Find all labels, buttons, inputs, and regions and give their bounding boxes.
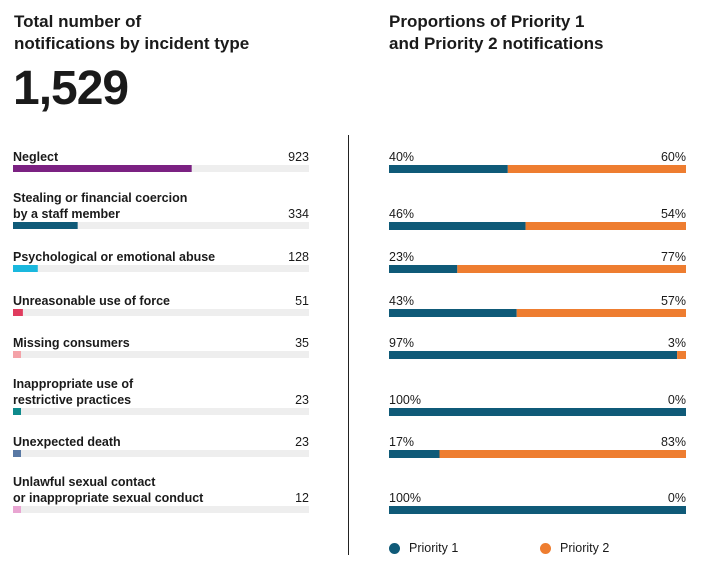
category-label: or inappropriate sexual conduct [13, 491, 204, 505]
priority-1-label: 43% [389, 294, 414, 308]
incident-bar [13, 222, 78, 229]
priority-2-bar [507, 165, 686, 173]
legend-priority-1-swatch [389, 542, 400, 554]
priority-2-bar [439, 450, 686, 458]
right-chart-title: Proportions of Priority 1 and Priority 2… [389, 12, 604, 53]
priority-1-label: 97% [389, 336, 414, 350]
priority-2-bar [516, 309, 686, 317]
priority-1-bar [389, 408, 686, 416]
value-label: 23 [295, 393, 309, 407]
priority-2-label: 3% [668, 336, 686, 350]
value-label: 128 [288, 250, 309, 264]
priority-2-bar [525, 222, 686, 230]
priority-1-label: 100% [389, 393, 421, 407]
category-label: Missing consumers [13, 336, 130, 350]
priority-1-bar [389, 450, 440, 458]
priority-2-label: 77% [661, 250, 686, 264]
priority-1-bar [389, 506, 686, 514]
priority-2-label: 60% [661, 150, 686, 164]
value-label: 51 [295, 294, 309, 308]
bar-track [13, 265, 309, 272]
left-chart-title: Total number of notifications by inciden… [14, 12, 250, 53]
value-label: 12 [295, 491, 309, 505]
legend-priority-2: Priority 2 [540, 541, 609, 555]
incident-bar [13, 351, 21, 358]
category-label: Unexpected death [13, 435, 121, 449]
bar-track [13, 351, 309, 358]
legend-priority-2-swatch [540, 542, 551, 554]
priority-1-label: 23% [389, 250, 414, 264]
bar-track [13, 450, 309, 457]
legend-priority-1: Priority 1 [389, 541, 458, 555]
value-label: 35 [295, 336, 309, 350]
bar-track [13, 506, 309, 513]
priority-2-bar [457, 265, 686, 273]
legend-priority-1-label: Priority 1 [409, 541, 459, 555]
priority-2-bar [677, 351, 686, 359]
priority-1-bar [389, 265, 458, 273]
chart-divider [348, 135, 349, 555]
priority-2-label: 0% [668, 393, 686, 407]
priority-1-label: 40% [389, 150, 414, 164]
category-label: by a staff member [13, 207, 120, 221]
priority-1-bar [389, 222, 526, 230]
priority-1-bar [389, 351, 678, 359]
incident-bar [13, 450, 21, 457]
category-label: Unlawful sexual contact [13, 475, 156, 489]
priority-1-label: 100% [389, 491, 421, 505]
value-label: 334 [288, 207, 309, 221]
incident-bar [13, 506, 21, 513]
value-label: 923 [288, 150, 309, 164]
bar-track [13, 408, 309, 415]
category-label: restrictive practices [13, 393, 131, 407]
bar-track [13, 309, 309, 316]
incident-bar [13, 309, 23, 316]
priority-2-label: 0% [668, 491, 686, 505]
bar-track [13, 222, 309, 229]
value-label: 23 [295, 435, 309, 449]
incident-bar [13, 265, 38, 272]
priority-2-label: 83% [661, 435, 686, 449]
category-label: Unreasonable use of force [13, 294, 170, 308]
priority-2-label: 54% [661, 207, 686, 221]
category-label: Inappropriate use of [13, 377, 134, 391]
legend-priority-2-label: Priority 2 [560, 541, 610, 555]
incident-bar [13, 165, 192, 172]
priority-1-bar [389, 309, 517, 317]
total-count: 1,529 [13, 62, 129, 115]
priority-1-label: 17% [389, 435, 414, 449]
priority-2-label: 57% [661, 294, 686, 308]
priority-1-label: 46% [389, 207, 414, 221]
category-label: Stealing or financial coercion [13, 191, 187, 205]
category-label: Psychological or emotional abuse [13, 250, 215, 264]
category-label: Neglect [13, 150, 59, 164]
priority-1-bar [389, 165, 508, 173]
incident-bar [13, 408, 21, 415]
